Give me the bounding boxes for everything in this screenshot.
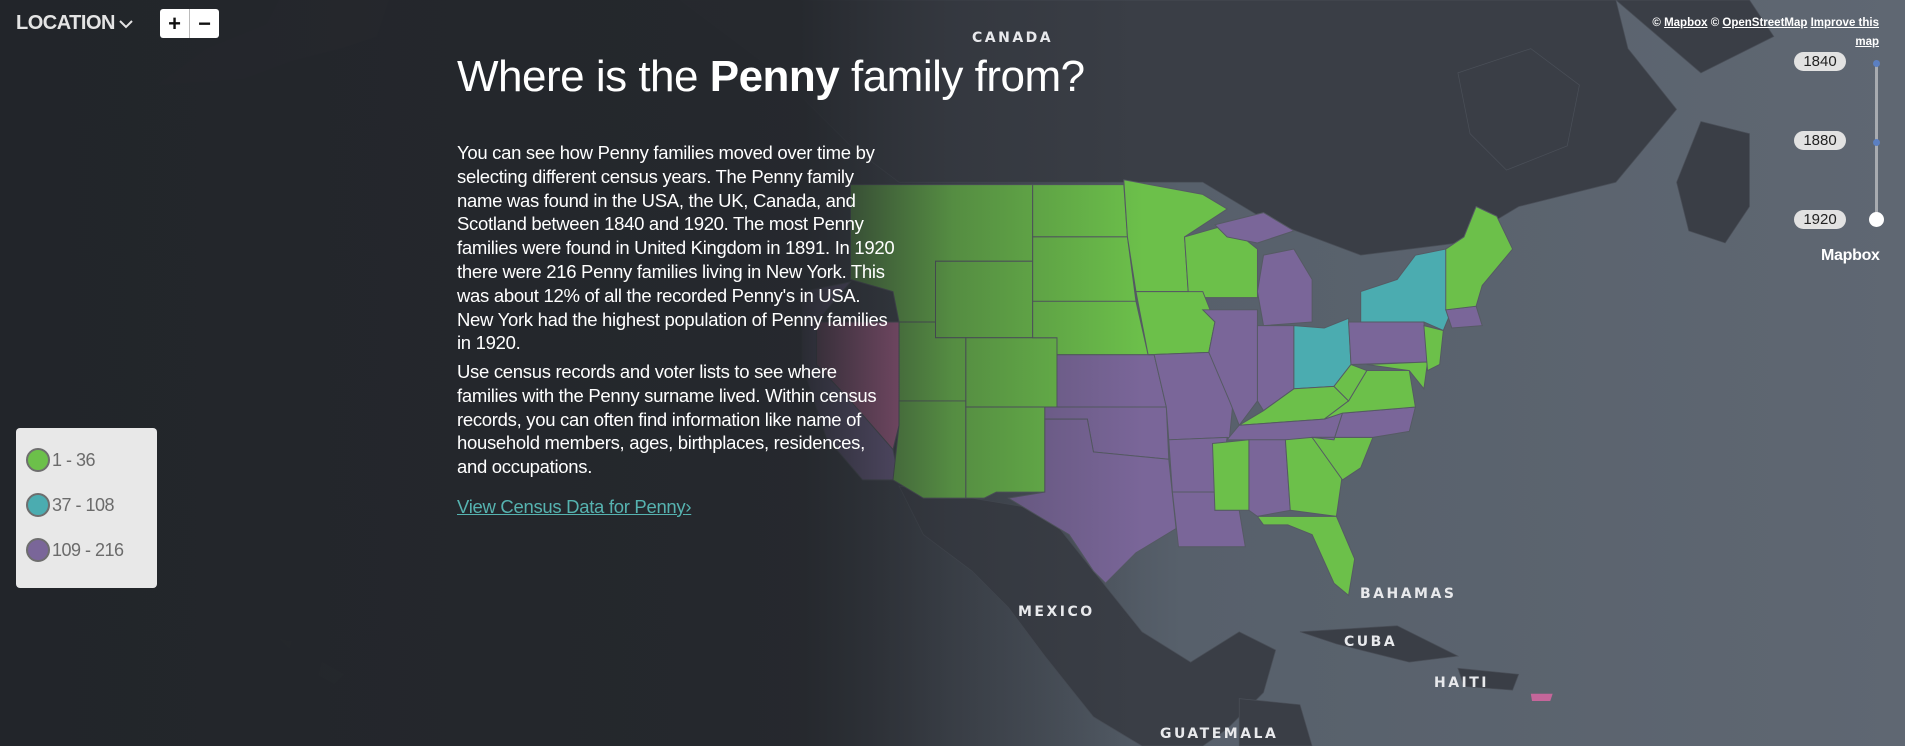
location-label: LOCATION bbox=[16, 12, 115, 34]
legend-label: 37 - 108 bbox=[52, 494, 115, 515]
cta-label: View Census Data for Penny bbox=[457, 496, 686, 517]
chevron-down-icon bbox=[119, 19, 133, 28]
legend-swatch-green bbox=[26, 448, 50, 472]
view-census-data-link[interactable]: View Census Data for Penny› bbox=[457, 496, 692, 518]
year-button-1880[interactable]: 1880 bbox=[1794, 131, 1846, 150]
title-prefix: Where is the bbox=[457, 52, 710, 101]
map-attribution: © Mapbox © OpenStreetMap Improve this ma… bbox=[1639, 14, 1879, 52]
copyright-symbol: © bbox=[1710, 17, 1720, 29]
zoom-in-button[interactable]: + bbox=[168, 10, 181, 36]
timeline-stop-1880[interactable] bbox=[1873, 139, 1880, 146]
zoom-out-button[interactable]: − bbox=[189, 9, 219, 38]
legend-item: 1 - 36 bbox=[26, 448, 96, 472]
title-surname: Penny bbox=[709, 52, 840, 101]
legend-swatch-purple bbox=[26, 538, 50, 562]
census-paragraph: Use census records and voter lists to se… bbox=[457, 361, 877, 478]
openstreetmap-link[interactable]: OpenStreetMap bbox=[1722, 17, 1808, 29]
map-label-guatemala: GUATEMALA bbox=[1160, 726, 1279, 742]
legend-label: 109 - 216 bbox=[52, 539, 124, 560]
map-label-haiti: HAITI bbox=[1434, 675, 1490, 691]
improve-map-link[interactable]: Improve this map bbox=[1810, 17, 1879, 48]
legend-item: 109 - 216 bbox=[26, 538, 124, 562]
mapbox-logo[interactable]: Mapbox bbox=[1821, 247, 1880, 264]
legend-label: 1 - 36 bbox=[52, 449, 96, 470]
intro-paragraph: You can see how Penny families moved ove… bbox=[457, 142, 895, 354]
zoom-control: + − bbox=[160, 9, 219, 38]
title-suffix: family from? bbox=[839, 52, 1085, 101]
year-button-1920[interactable]: 1920 bbox=[1794, 210, 1846, 229]
timeline-stop-1840[interactable] bbox=[1873, 60, 1880, 67]
copyright-symbol: © bbox=[1652, 17, 1661, 29]
map-label-bahamas: BAHAMAS bbox=[1360, 586, 1457, 602]
map-legend: 1 - 36 37 - 108 109 - 216 bbox=[16, 428, 157, 588]
legend-item: 37 - 108 bbox=[26, 493, 115, 517]
map-label-cuba: CUBA bbox=[1344, 634, 1398, 650]
map-label-canada: CANADA bbox=[972, 30, 1054, 46]
legend-swatch-teal bbox=[26, 493, 50, 517]
location-dropdown[interactable]: LOCATION bbox=[16, 12, 134, 35]
timeline-slider-handle[interactable] bbox=[1869, 212, 1884, 227]
map-label-mexico: MEXICO bbox=[1018, 604, 1095, 620]
chevron-right-icon: › bbox=[685, 496, 692, 517]
mapbox-link[interactable]: Mapbox bbox=[1664, 17, 1708, 29]
year-button-1840[interactable]: 1840 bbox=[1794, 52, 1846, 71]
page-title: Where is the Penny family from? bbox=[457, 52, 1085, 102]
